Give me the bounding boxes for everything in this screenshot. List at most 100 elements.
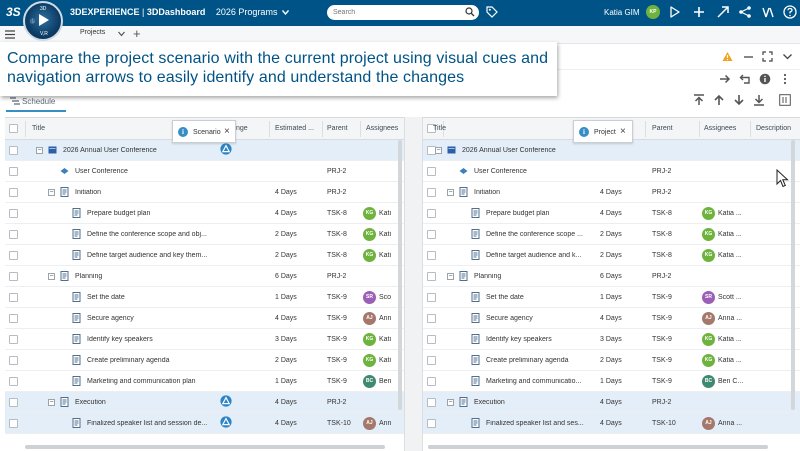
row-checkbox[interactable] (9, 356, 18, 365)
table-row[interactable]: − 2026 Annual User Conference (5, 140, 404, 161)
assignee-avatar[interactable]: KG (363, 228, 376, 241)
close-icon[interactable]: × (620, 126, 626, 137)
table-row[interactable]: − Execution 4 Days PRJ-2 (5, 392, 404, 413)
share-icon[interactable] (668, 5, 682, 19)
change-indicator-icon[interactable] (220, 416, 232, 428)
table-row[interactable]: Create preliminary agenda 2 Days TSK-9 KG Ka… (423, 350, 800, 371)
chevron-down-icon[interactable] (281, 10, 290, 16)
tag-icon[interactable] (486, 6, 498, 18)
table-row[interactable]: Define target audience and k... 2 Days TSK… (423, 245, 800, 266)
row-checkbox[interactable] (9, 314, 18, 323)
assignee-avatar[interactable]: SR (702, 291, 715, 304)
table-row[interactable]: Define target audience and key them... 2 … (5, 245, 404, 266)
move-bottom-icon[interactable] (753, 94, 765, 106)
search-input[interactable] (327, 5, 457, 20)
row-checkbox[interactable] (427, 209, 436, 218)
assignee-avatar[interactable]: KG (363, 333, 376, 346)
assignee-avatar[interactable]: KG (363, 249, 376, 262)
row-checkbox[interactable] (427, 251, 436, 260)
table-row[interactable]: Marketing and communication plan 1 Days TS… (5, 371, 404, 392)
search-icon[interactable] (465, 7, 475, 17)
expand-toggle[interactable]: − (48, 273, 55, 280)
table-row[interactable]: Prepare budget plan 4 Days TSK-8 KG Katia ..… (423, 203, 800, 224)
row-checkbox[interactable] (427, 356, 436, 365)
row-checkbox[interactable] (9, 251, 18, 260)
user-name[interactable]: Katia GIM (604, 8, 640, 17)
row-checkbox[interactable] (427, 188, 436, 197)
arrow-down-icon[interactable] (733, 94, 745, 106)
column-settings-icon[interactable] (779, 94, 791, 106)
vertical-scrollbar[interactable] (398, 140, 402, 410)
column-header-parent[interactable]: Parent (652, 125, 673, 132)
close-icon[interactable]: × (224, 126, 230, 137)
row-checkbox[interactable] (427, 272, 436, 281)
table-row[interactable]: Marketing and communicatio... 1 Days TSK-9… (423, 371, 800, 392)
expand-toggle[interactable]: − (447, 399, 454, 406)
search-box[interactable] (327, 5, 479, 20)
assignee-avatar[interactable]: KG (702, 207, 715, 220)
minimize-icon[interactable] (743, 51, 754, 62)
column-header-parent[interactable]: Parent (327, 125, 348, 132)
row-checkbox[interactable] (9, 188, 18, 197)
table-row[interactable]: Finalized speaker list and ses... 4 Days T… (423, 413, 800, 434)
assignee-avatar[interactable]: BC (702, 375, 715, 388)
row-checkbox[interactable] (427, 377, 436, 386)
row-checkbox[interactable] (427, 314, 436, 323)
chevron-down-icon[interactable] (118, 31, 125, 37)
table-row[interactable]: Finalized speaker list and session de...… (5, 413, 404, 434)
change-indicator-icon[interactable] (220, 395, 232, 407)
table-row[interactable]: Prepare budget plan 4 Days TSK-8 KG Kati (5, 203, 404, 224)
row-checkbox[interactable] (427, 293, 436, 302)
table-row[interactable]: − 2026 Annual User Conference (423, 140, 800, 161)
table-row[interactable]: User Conference PRJ-2 (423, 161, 800, 182)
row-checkbox[interactable] (9, 146, 18, 155)
dashboard-selector[interactable]: 2026 Programs (215, 7, 278, 17)
expand-toggle[interactable]: − (435, 147, 442, 154)
select-all-checkbox[interactable] (9, 124, 18, 133)
horizontal-scrollbar[interactable] (428, 445, 768, 449)
expand-toggle[interactable]: − (447, 189, 454, 196)
warning-icon[interactable] (722, 51, 733, 62)
arrow-up-icon[interactable] (713, 94, 725, 106)
column-header-description[interactable]: Description (756, 125, 792, 132)
tab-schedule[interactable]: Schedule (10, 97, 55, 106)
expand-toggle[interactable]: − (36, 147, 43, 154)
table-row[interactable]: User Conference PRJ-2 (5, 161, 404, 182)
assignee-avatar[interactable]: SR (363, 291, 376, 304)
assignee-avatar[interactable]: KG (702, 228, 715, 241)
table-row[interactable]: − Initiation 4 Days PRJ-2 (5, 182, 404, 203)
add-icon[interactable] (692, 5, 706, 19)
table-row[interactable]: − Initiation 4 Days PRJ-2 (423, 182, 800, 203)
row-checkbox[interactable] (9, 377, 18, 386)
assignee-avatar[interactable]: AJ (363, 417, 376, 430)
column-header-change[interactable]: nge (236, 125, 248, 132)
assignee-avatar[interactable]: KG (702, 333, 715, 346)
table-row[interactable]: Set the date 1 Days TSK-9 SR Scott ... (423, 287, 800, 308)
column-header-assignees[interactable]: Assignees (366, 125, 399, 132)
more-icon[interactable] (779, 73, 791, 85)
table-row[interactable]: − Execution 4 Days PRJ-2 (423, 392, 800, 413)
row-checkbox[interactable] (427, 419, 436, 428)
help-icon[interactable] (783, 5, 797, 19)
table-row[interactable]: Identify key speakers 3 Days TSK-9 KG Kati (5, 329, 404, 350)
tab-projects[interactable]: Projects (80, 29, 106, 36)
assignee-avatar[interactable]: KG (363, 354, 376, 367)
row-checkbox[interactable] (9, 167, 18, 176)
assignee-avatar[interactable]: KG (363, 207, 376, 220)
row-checkbox[interactable] (427, 230, 436, 239)
undo-icon[interactable] (739, 73, 751, 85)
info-icon[interactable] (759, 73, 771, 85)
compass-button[interactable]: 3D Ⓢ V,R (23, 1, 63, 41)
assignee-avatar[interactable]: KG (702, 249, 715, 262)
column-header-estimated[interactable]: Estimated ... (275, 125, 314, 132)
change-indicator-icon[interactable] (220, 143, 232, 155)
row-checkbox[interactable] (9, 398, 18, 407)
expand-toggle[interactable]: − (48, 399, 55, 406)
row-checkbox[interactable] (9, 209, 18, 218)
expand-toggle[interactable]: − (447, 273, 454, 280)
column-header-title[interactable]: Title (433, 125, 446, 132)
table-row[interactable]: Define the conference scope and obj... 2 … (5, 224, 404, 245)
table-row[interactable]: − Planning 6 Days PRJ-2 (423, 266, 800, 287)
column-header-title[interactable]: Title (32, 125, 45, 132)
assignee-avatar[interactable]: AJ (702, 312, 715, 325)
